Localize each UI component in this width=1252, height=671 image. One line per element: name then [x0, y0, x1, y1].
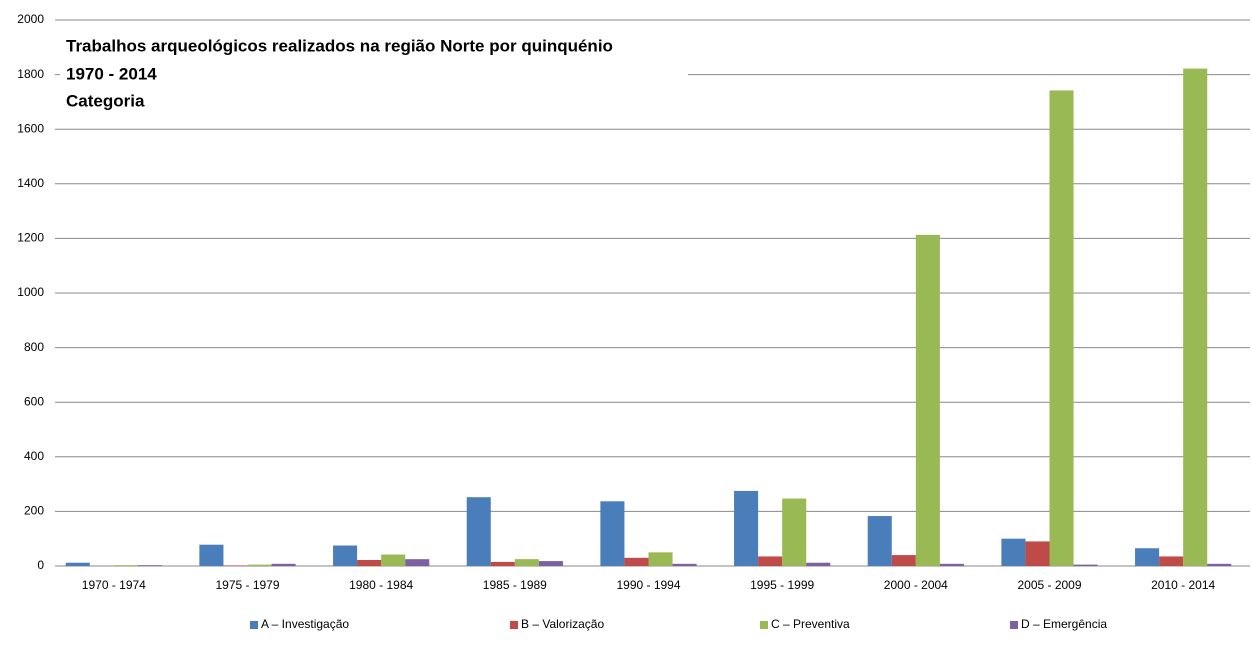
bar — [648, 552, 673, 566]
bar — [1025, 541, 1050, 566]
grid — [55, 19, 1250, 567]
x-tick-label: 1995 - 1999 — [750, 578, 814, 592]
bar — [113, 565, 138, 566]
bar — [806, 562, 831, 566]
y-tick-label: 1000 — [17, 285, 44, 299]
bar — [405, 559, 430, 566]
x-tick-label: 2005 - 2009 — [1017, 578, 1081, 592]
bar — [271, 563, 296, 566]
y-tick-label: 2000 — [17, 12, 44, 26]
bar — [538, 561, 563, 566]
chart-title: Trabalhos arqueológicos realizados na re… — [66, 36, 613, 55]
bar — [381, 554, 406, 566]
y-tick-label: 600 — [24, 394, 44, 408]
y-tick-label: 800 — [24, 340, 44, 354]
x-tick-label: 2010 - 2014 — [1151, 578, 1215, 592]
bar — [1073, 564, 1098, 566]
bar — [915, 234, 940, 566]
bar — [1135, 548, 1160, 566]
x-tick-label: 1970 - 1974 — [82, 578, 146, 592]
title-background — [60, 30, 688, 126]
x-tick-label: 2000 - 2004 — [884, 578, 948, 592]
legend-label: B – Valorização — [521, 617, 604, 631]
bar — [624, 557, 649, 566]
bar — [333, 545, 358, 566]
legend-label: A – Investigação — [261, 617, 349, 631]
y-tick-label: 200 — [24, 504, 44, 518]
x-tick-label: 1990 - 1994 — [616, 578, 680, 592]
bar — [1049, 90, 1074, 567]
bar — [734, 490, 759, 566]
bar — [672, 563, 697, 566]
bar — [514, 559, 539, 566]
bar — [891, 555, 916, 566]
legend-swatch — [510, 621, 518, 629]
y-tick-label: 1600 — [17, 121, 44, 135]
y-tick-label: 400 — [24, 449, 44, 463]
bar — [490, 561, 515, 566]
bar — [600, 501, 625, 566]
legend-swatch — [250, 621, 258, 629]
bar — [247, 564, 272, 566]
x-tick-label: 1985 - 1989 — [483, 578, 547, 592]
bar — [758, 556, 783, 566]
legend-label: D – Emergência — [1021, 617, 1107, 631]
bar — [223, 565, 248, 566]
legend-swatch — [760, 621, 768, 629]
x-tick-label: 1975 - 1979 — [215, 578, 279, 592]
chart-subtitle: 1970 - 2014 — [66, 64, 157, 83]
bar — [867, 516, 892, 566]
y-tick-label: 1800 — [17, 67, 44, 81]
chart-subtitle: Categoria — [66, 91, 145, 110]
bar — [65, 562, 90, 566]
legend-swatch — [1010, 621, 1018, 629]
y-tick-label: 1400 — [17, 176, 44, 190]
bar — [137, 565, 162, 566]
bar — [357, 559, 382, 566]
bar — [1183, 68, 1208, 567]
bar — [1001, 538, 1026, 566]
bar — [466, 497, 491, 566]
legend-label: C – Preventiva — [771, 617, 850, 631]
y-tick-label: 1200 — [17, 231, 44, 245]
bar — [782, 498, 807, 566]
bar — [939, 563, 964, 566]
y-tick-label: 0 — [37, 558, 44, 572]
x-tick-label: 1980 - 1984 — [349, 578, 413, 592]
bar — [1207, 563, 1232, 566]
bar — [199, 544, 224, 566]
bar — [1159, 556, 1184, 566]
